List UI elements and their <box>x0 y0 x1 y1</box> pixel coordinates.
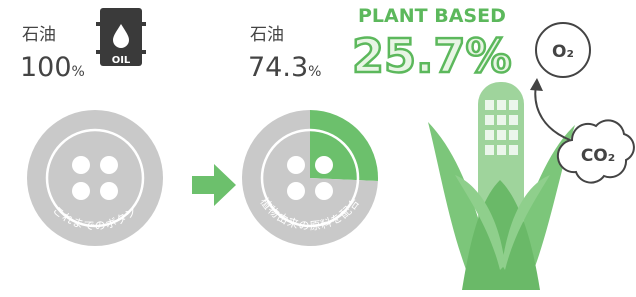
co2-label: CO₂ <box>581 146 615 166</box>
o2-label: O₂ <box>552 42 574 62</box>
button-hole <box>315 182 333 200</box>
number: 74.3 <box>248 52 308 83</box>
number: 25.7 <box>352 29 466 83</box>
unit: % <box>308 64 321 80</box>
number: 100 <box>20 52 72 83</box>
oil-icon-text: OIL <box>112 55 131 66</box>
unit: % <box>466 29 512 83</box>
before-label: 石油 <box>22 25 56 45</box>
unit: % <box>72 64 85 80</box>
plant-value: 25.7% <box>352 29 512 83</box>
button-hole <box>287 156 305 174</box>
button-hole <box>100 156 118 174</box>
button-hole <box>72 156 90 174</box>
after-label: 石油 <box>250 25 284 45</box>
button-hole <box>100 182 118 200</box>
before-value: 100% <box>20 52 85 83</box>
cycle-arrow <box>535 85 570 140</box>
plant-heading: PLANT BASED <box>358 5 506 27</box>
after-value: 74.3% <box>248 52 321 83</box>
arrow <box>192 164 236 206</box>
oil-icon: OIL <box>96 8 146 66</box>
button-hole <box>287 182 305 200</box>
corn <box>428 82 575 290</box>
button-hole <box>72 182 90 200</box>
button-hole <box>315 156 333 174</box>
infographic: 石油 100% OIL 石油 74.3% PLANT BASED 25.7% こ… <box>0 0 636 297</box>
cycle-arrowhead <box>530 78 543 91</box>
